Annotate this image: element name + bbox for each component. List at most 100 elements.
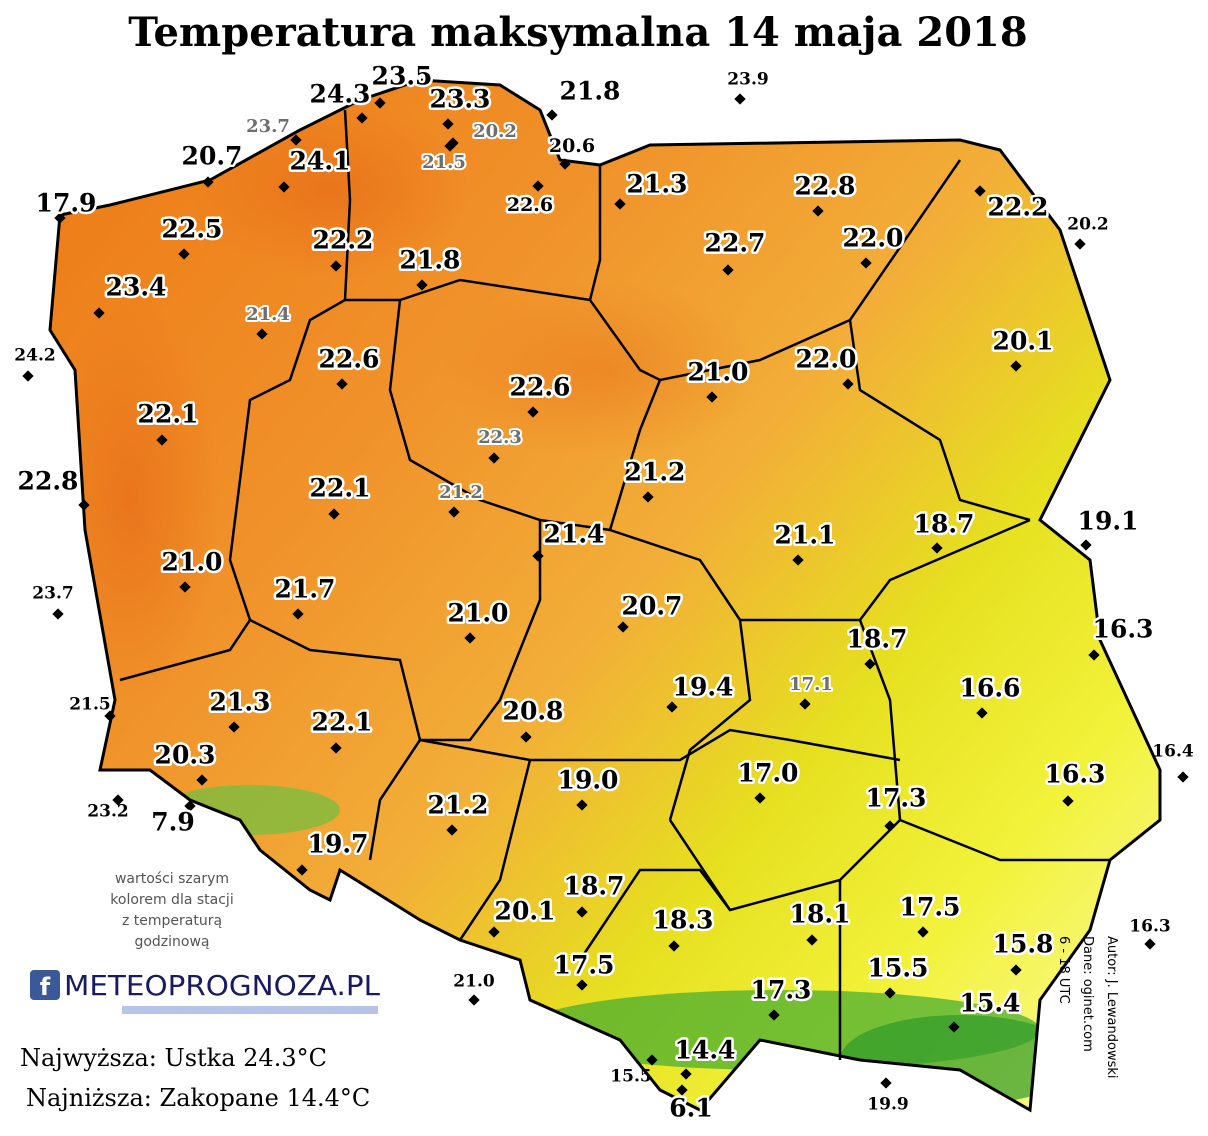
station-marker (559, 158, 571, 170)
station-value: 22.0 (796, 345, 857, 374)
station-value: 22.1 (310, 474, 371, 503)
station-value: 18.7 (914, 510, 975, 539)
station-value: 19.9 (867, 1095, 908, 1115)
station-marker (576, 979, 588, 991)
station-value: 21.0 (453, 972, 495, 992)
station-value: 20.3 (155, 741, 216, 770)
station-value: 20.2 (473, 121, 517, 142)
station-marker (812, 205, 824, 217)
station-marker (1062, 795, 1074, 807)
station-value: 22.2 (313, 226, 374, 255)
station-value: 20.6 (549, 135, 595, 157)
station-marker (676, 1084, 688, 1096)
station-value: 22.7 (705, 229, 766, 258)
station-marker (448, 506, 460, 518)
station-value: 24.2 (14, 346, 55, 366)
station-value: 22.3 (478, 427, 522, 448)
station-marker (336, 378, 348, 390)
station-value: 17.1 (789, 674, 833, 695)
station-marker (614, 198, 626, 210)
note-line: kolorem dla stacji (110, 892, 233, 908)
station-marker (156, 434, 168, 446)
station-marker (22, 370, 34, 382)
station-value: 15.8 (993, 930, 1054, 959)
credit-line: 6 - 18 UTC (1056, 936, 1071, 1004)
station-value: 16.3 (1129, 917, 1170, 937)
station-value: 21.5 (69, 695, 110, 715)
station-value: 23.7 (246, 116, 290, 137)
note-line: z temperaturą (122, 913, 222, 929)
station-value: 19.7 (308, 830, 369, 859)
station-marker (734, 93, 746, 105)
station-value: 21.1 (775, 521, 836, 550)
station-marker (680, 1068, 692, 1080)
station-value: 22.8 (18, 467, 79, 496)
station-marker (884, 987, 896, 999)
station-value: 24.3 (310, 80, 371, 109)
highest-label: Najwyższa: Ustka 24.3°C (20, 1044, 327, 1072)
station-value: 17.3 (751, 976, 812, 1005)
station-marker (646, 1054, 658, 1066)
station-value: 17.5 (900, 893, 961, 922)
logo-text: METEOPROGNOZA.PL (64, 969, 380, 1002)
station-value: 21.4 (246, 304, 290, 325)
station-marker (722, 264, 734, 276)
station-marker (642, 491, 654, 503)
credit-line: Autor: J. Lewandowski (1104, 936, 1119, 1079)
station-marker (532, 550, 544, 562)
station-marker (488, 926, 500, 938)
station-value: 20.7 (182, 142, 243, 171)
station-value: 15.4 (960, 989, 1021, 1018)
station-marker (1088, 649, 1100, 661)
station-value: 19.1 (1078, 507, 1139, 536)
station-marker (178, 248, 190, 260)
station-value: 15.5 (868, 954, 929, 983)
logo: f METEOPROGNOZA.PL (30, 969, 380, 1014)
station-value: 6.1 (669, 1094, 713, 1123)
station-value: 17.5 (554, 951, 615, 980)
station-value: 20.2 (1067, 215, 1108, 235)
station-value: 23.4 (106, 273, 167, 302)
station-value: 23.9 (727, 70, 768, 90)
station-marker (706, 391, 718, 403)
station-marker (917, 926, 929, 938)
station-value: 17.9 (36, 189, 97, 218)
station-value: 22.0 (843, 224, 904, 253)
station-marker (527, 406, 539, 418)
station-value: 18.7 (564, 872, 625, 901)
station-value: 22.8 (795, 172, 856, 201)
station-marker (184, 800, 196, 812)
station-marker (546, 109, 558, 121)
station-marker (576, 906, 588, 918)
station-marker (290, 134, 302, 146)
station-marker (1010, 360, 1022, 372)
station-value: 16.3 (1093, 615, 1154, 644)
station-value: 19.0 (558, 766, 619, 795)
station-marker (666, 701, 678, 713)
station-marker (974, 185, 986, 197)
station-value: 22.1 (312, 708, 373, 737)
station-value: 22.6 (510, 373, 571, 402)
station-marker (842, 378, 854, 390)
station-marker (330, 260, 342, 272)
station-value: 16.6 (960, 674, 1021, 703)
station-marker (488, 452, 500, 464)
station-marker (464, 632, 476, 644)
station-marker (617, 621, 629, 633)
station-marker (806, 934, 818, 946)
station-value: 21.0 (162, 548, 223, 577)
station-marker (532, 180, 544, 192)
station-value: 21.4 (544, 520, 605, 549)
station-value: 21.0 (688, 358, 749, 387)
station-value: 23.2 (87, 802, 128, 822)
station-value: 20.1 (495, 897, 556, 926)
station-marker (754, 792, 766, 804)
station-value: 14.4 (675, 1036, 736, 1065)
station-value: 22.6 (507, 194, 553, 216)
station-value: 21.3 (627, 170, 688, 199)
station-marker (330, 742, 342, 754)
station-value: 21.7 (275, 575, 336, 604)
station-value: 23.7 (32, 584, 73, 604)
